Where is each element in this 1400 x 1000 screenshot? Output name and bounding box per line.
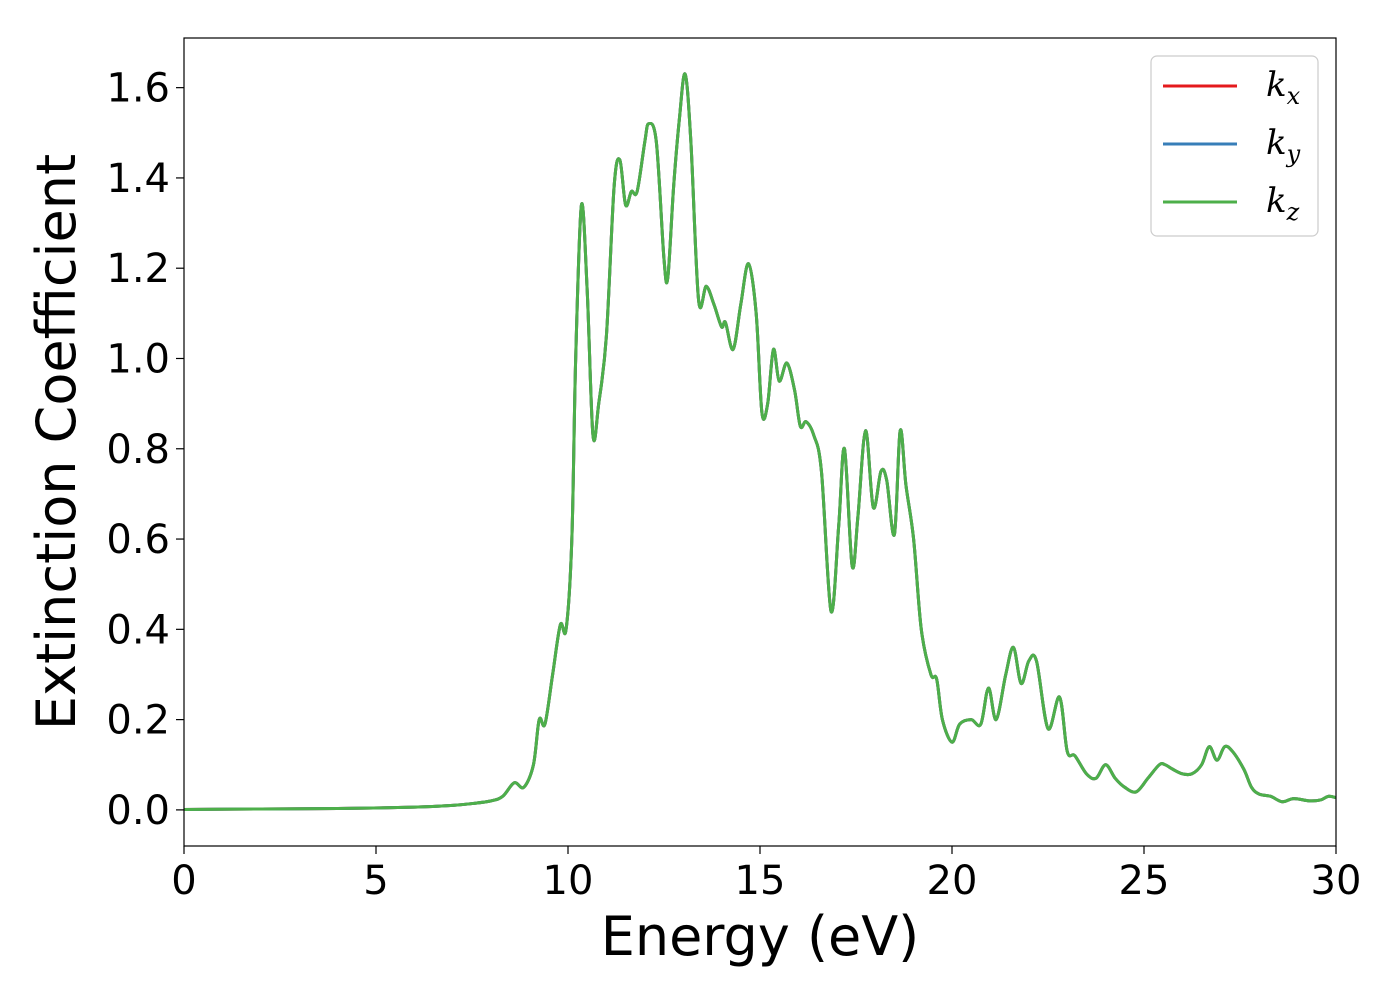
y-tick-label: 0.2 bbox=[106, 698, 170, 744]
y-tick-label: 1.6 bbox=[106, 66, 170, 112]
y-axis-label: Extinction Coefficient bbox=[25, 154, 88, 730]
plot-frame bbox=[183, 37, 1337, 847]
y-tick-label: 1.2 bbox=[106, 246, 170, 292]
x-tick-label: 20 bbox=[927, 858, 978, 904]
legend-label-kz: kz bbox=[1266, 181, 1300, 226]
y-tick-label: 0.6 bbox=[106, 517, 170, 563]
y-tick-label: 0.4 bbox=[106, 607, 170, 653]
x-tick-label: 5 bbox=[363, 858, 388, 904]
legend: kx ky kz bbox=[1150, 55, 1319, 237]
x-tick-label: 10 bbox=[543, 858, 594, 904]
x-tick-label: 0 bbox=[171, 858, 196, 904]
x-tick-label: 30 bbox=[1311, 858, 1362, 904]
series-layer bbox=[183, 72, 1337, 811]
x-tick-label: 15 bbox=[735, 858, 786, 904]
y-tick-label: 0.8 bbox=[106, 427, 170, 473]
ticks-layer: 0 5 10 15 20 25 30 0.0 0.2 0.4 0.6 0.8 1.0 1.2 1.4 1.6 bbox=[106, 66, 1361, 904]
y-tick-label: 1.4 bbox=[106, 156, 170, 202]
x-tick-label: 25 bbox=[1119, 858, 1170, 904]
y-tick-label: 1.0 bbox=[106, 336, 170, 382]
x-axis-label: Energy (eV) bbox=[601, 905, 920, 968]
legend-label-ky: ky bbox=[1266, 123, 1301, 168]
legend-box bbox=[1150, 55, 1319, 237]
y-tick-label: 0.0 bbox=[106, 788, 170, 834]
series-line-k-z bbox=[183, 72, 1337, 811]
legend-label-kx: kx bbox=[1266, 65, 1301, 110]
